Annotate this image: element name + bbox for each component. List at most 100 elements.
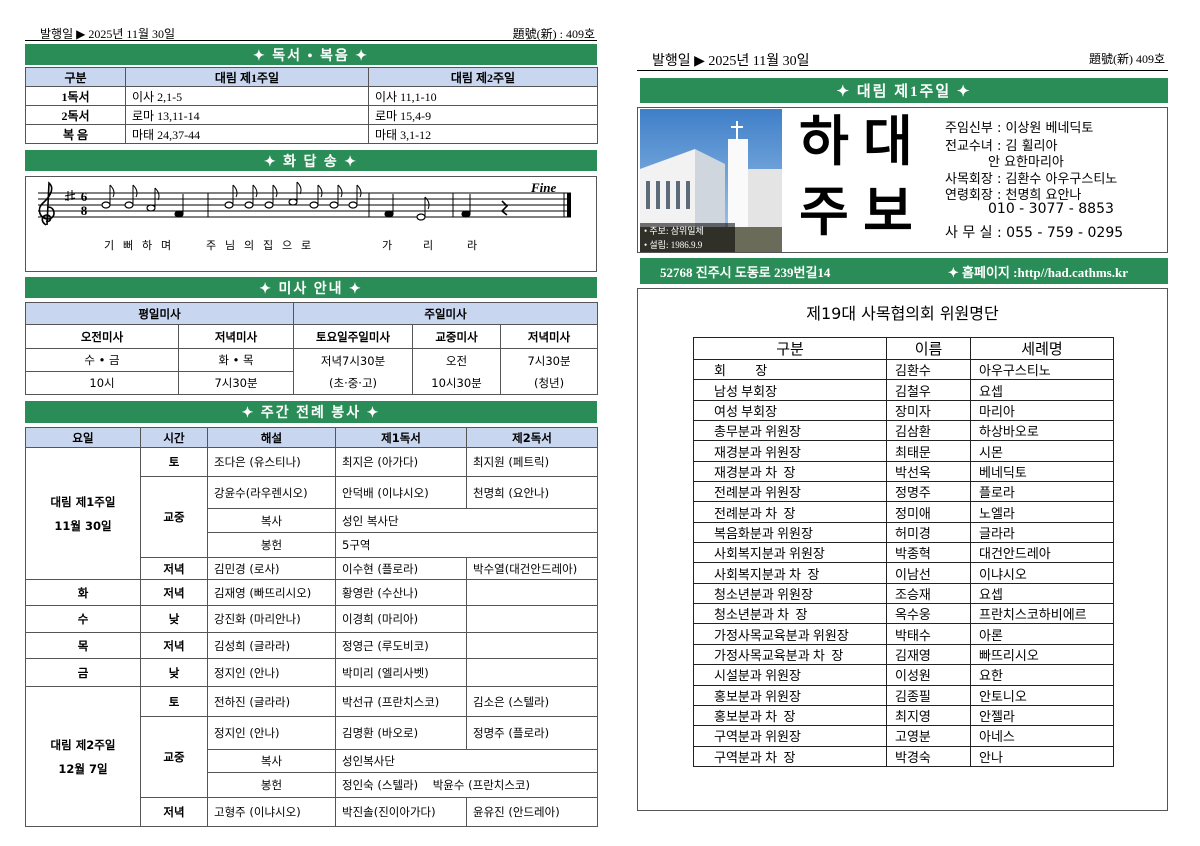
cell: 최지영 — [886, 704, 971, 727]
issue-number: 題號(新) 409호 — [1088, 52, 1165, 66]
rest — [500, 200, 509, 216]
cell: 김재영 — [886, 643, 971, 666]
note-head — [264, 201, 274, 209]
time-signature: 6 — [81, 189, 88, 204]
section-bar: ✦ 미사 안내 ✦ — [25, 277, 597, 298]
empty-cell — [466, 579, 598, 606]
cell: 김종필 — [886, 684, 971, 706]
fine-mark: Fine — [530, 180, 557, 195]
cell: 박선규 (프란치스코) — [335, 686, 467, 717]
staff-line: 사 무 실 : 055 - 759 - 0295 — [945, 225, 1124, 241]
table-row: 재경분과 차 장 박선욱 베네딕토 — [693, 460, 1114, 483]
cell: 박수열(대건안드레아) — [466, 557, 598, 580]
empty-cell — [466, 658, 598, 687]
lyric: 뻐 — [123, 239, 133, 252]
note-flag — [154, 187, 160, 201]
readings-table: 구분 대림 제1주일 대림 제2주일 1독서 이사 2,1-5 이사 11,1-10 2독서… — [25, 67, 598, 144]
cell: 낮 — [140, 658, 208, 687]
lyric: 로 — [301, 240, 311, 252]
note-head — [416, 213, 426, 221]
table-row: 평일미사 주일미사 — [24, 302, 599, 325]
cell: 저녁 — [140, 557, 208, 580]
cell: 마태 3,1-12 — [368, 124, 598, 144]
cell: 박경숙 — [886, 745, 971, 767]
cell: 김삼환 — [886, 420, 971, 442]
cell-line: (초·중·고) — [329, 375, 378, 390]
cell: 박미리 (엘리사벳) — [335, 658, 467, 687]
cell: 오전 10시30분 — [412, 348, 502, 395]
cell: 낮 — [140, 605, 208, 633]
table-row: 1독서 이사 2,1-5 이사 11,1-10 — [25, 86, 598, 106]
cell: 수 • 금 — [25, 348, 179, 372]
cell: 목 — [25, 632, 141, 659]
lyric: 의 — [244, 239, 254, 252]
header-cell: 제1독서 — [335, 427, 467, 448]
cell: 저녁 — [140, 797, 208, 827]
cell: 수 — [25, 605, 141, 633]
section-bar: ✦ 주간 전례 봉사 ✦ — [25, 401, 597, 423]
note-head — [101, 201, 111, 209]
cell: 고영분 — [886, 725, 971, 747]
cell: 정미애 — [886, 501, 971, 523]
cell: 이성원 — [886, 664, 971, 686]
cell: 허미경 — [886, 521, 971, 544]
note-head — [244, 201, 254, 209]
caption-bg — [640, 223, 735, 252]
cell: 안토니오 — [970, 684, 1114, 706]
header-cell: 주일미사 — [293, 302, 599, 325]
table-row: 목 저녁 김성희 (글라라) 정영근 (루도비코) — [25, 632, 598, 659]
cell: 전하진 (글라라) — [207, 686, 336, 717]
cell: 성인복사단 — [335, 749, 598, 773]
table-row: 여성 부회장 장미자 마리아 — [693, 399, 1114, 422]
table-row: 사회복지분과 위원장 박종혁 대건안드레아 — [693, 542, 1114, 564]
lyric: 라 — [467, 239, 477, 252]
cell: 노엘라 — [970, 501, 1114, 523]
issue-date: 발행일 ▶ 2025년 11월 30일 — [40, 27, 176, 41]
cell: 사회복지분과 위원장 — [693, 542, 887, 564]
cell: 박선욱 — [886, 460, 971, 483]
sharp — [64, 190, 76, 201]
table-row: 저녁 고형주 (이냐시오) 박진솔(진이아가다) 윤유진 (안드레아) — [26, 797, 598, 827]
cell-line: 저녁7시30분 — [320, 353, 386, 368]
cell: 구역분과 위원장 — [693, 725, 887, 747]
table-row: 복 음 마태 24,37-44 마태 3,1-12 — [25, 124, 598, 144]
cell: 정인숙 (스텔라) 박윤수 (프란치스코) — [335, 772, 598, 798]
table-row: 남성 부회장 김철우 요셉 — [693, 379, 1114, 401]
cell: 사회복지분과 차 장 — [693, 562, 887, 584]
lyric: 주 — [206, 240, 216, 252]
cell: 저녁7시30분 (초·중·고) — [293, 348, 414, 395]
table-row: 사회복지분과 차 장 이남선 이냐시오 — [693, 562, 1114, 584]
cell: 이경희 (마리아) — [335, 605, 467, 633]
cell-line: 7시30분 — [527, 353, 571, 368]
note-head — [309, 201, 319, 209]
service-table: 요일 시간 해설 제1독서 제2독서 대림 제1주일 11월 30일 토 조다은 (유스티나) 최… — [25, 427, 598, 827]
music-score: 68 Fine 기 뻐 하 며 주 님 의 집 으 로 가 리 라 — [38, 180, 571, 252]
cell: 재경분과 차 장 — [693, 460, 887, 483]
cell: 홍보분과 차 장 — [693, 704, 887, 727]
cell: 빠뜨리시오 — [970, 643, 1114, 666]
issue-date: 발행일 ▶ 2025년 11월 30일 — [652, 54, 810, 69]
note-flag — [317, 184, 323, 198]
cell: 옥수웅 — [886, 603, 971, 625]
lyric: 리 — [423, 239, 433, 252]
cell: 김민경 (로사) — [207, 557, 336, 580]
address: 52768 진주시 도동로 239번길14 — [660, 264, 831, 280]
cell: 김재영 (빠뜨리시오) — [207, 579, 336, 606]
cell: 로마 13,11-14 — [125, 105, 369, 125]
table-body: 요일 시간 해설 제1독서 제2독서 대림 제1주일 11월 30일 토 조다은 (유스티나) 최… — [25, 427, 598, 827]
committee-title: 제19대 사목협의회 위원명단 — [806, 304, 999, 323]
staff-line: 전교수녀 : 김 휠리아 — [945, 139, 1058, 154]
table-row: 구분 대림 제1주일 대림 제2주일 — [25, 67, 598, 87]
committee-table: 구분 이름 세례명 회 장 김환수 아우구스티노 남성 부회장 김철우 요셉 여성 부회장 장미자 마… — [693, 337, 1114, 767]
cell: 안덕배 (이냐시오) — [335, 476, 467, 509]
cell: 정지인 (안나) — [207, 716, 336, 750]
cell: 황영란 (수산나) — [335, 579, 467, 606]
cell: 금 — [25, 658, 141, 687]
treble-clef — [38, 181, 55, 226]
table-row: 오전미사 저녁미사 토요일주일미사 교중미사 저녁미사 — [25, 324, 599, 349]
cell: 아론 — [970, 623, 1114, 645]
header-cell: 구분 — [693, 337, 887, 360]
photo-note: • 주보: 삼위일체 — [644, 226, 704, 236]
lyric: 하 — [142, 238, 152, 252]
